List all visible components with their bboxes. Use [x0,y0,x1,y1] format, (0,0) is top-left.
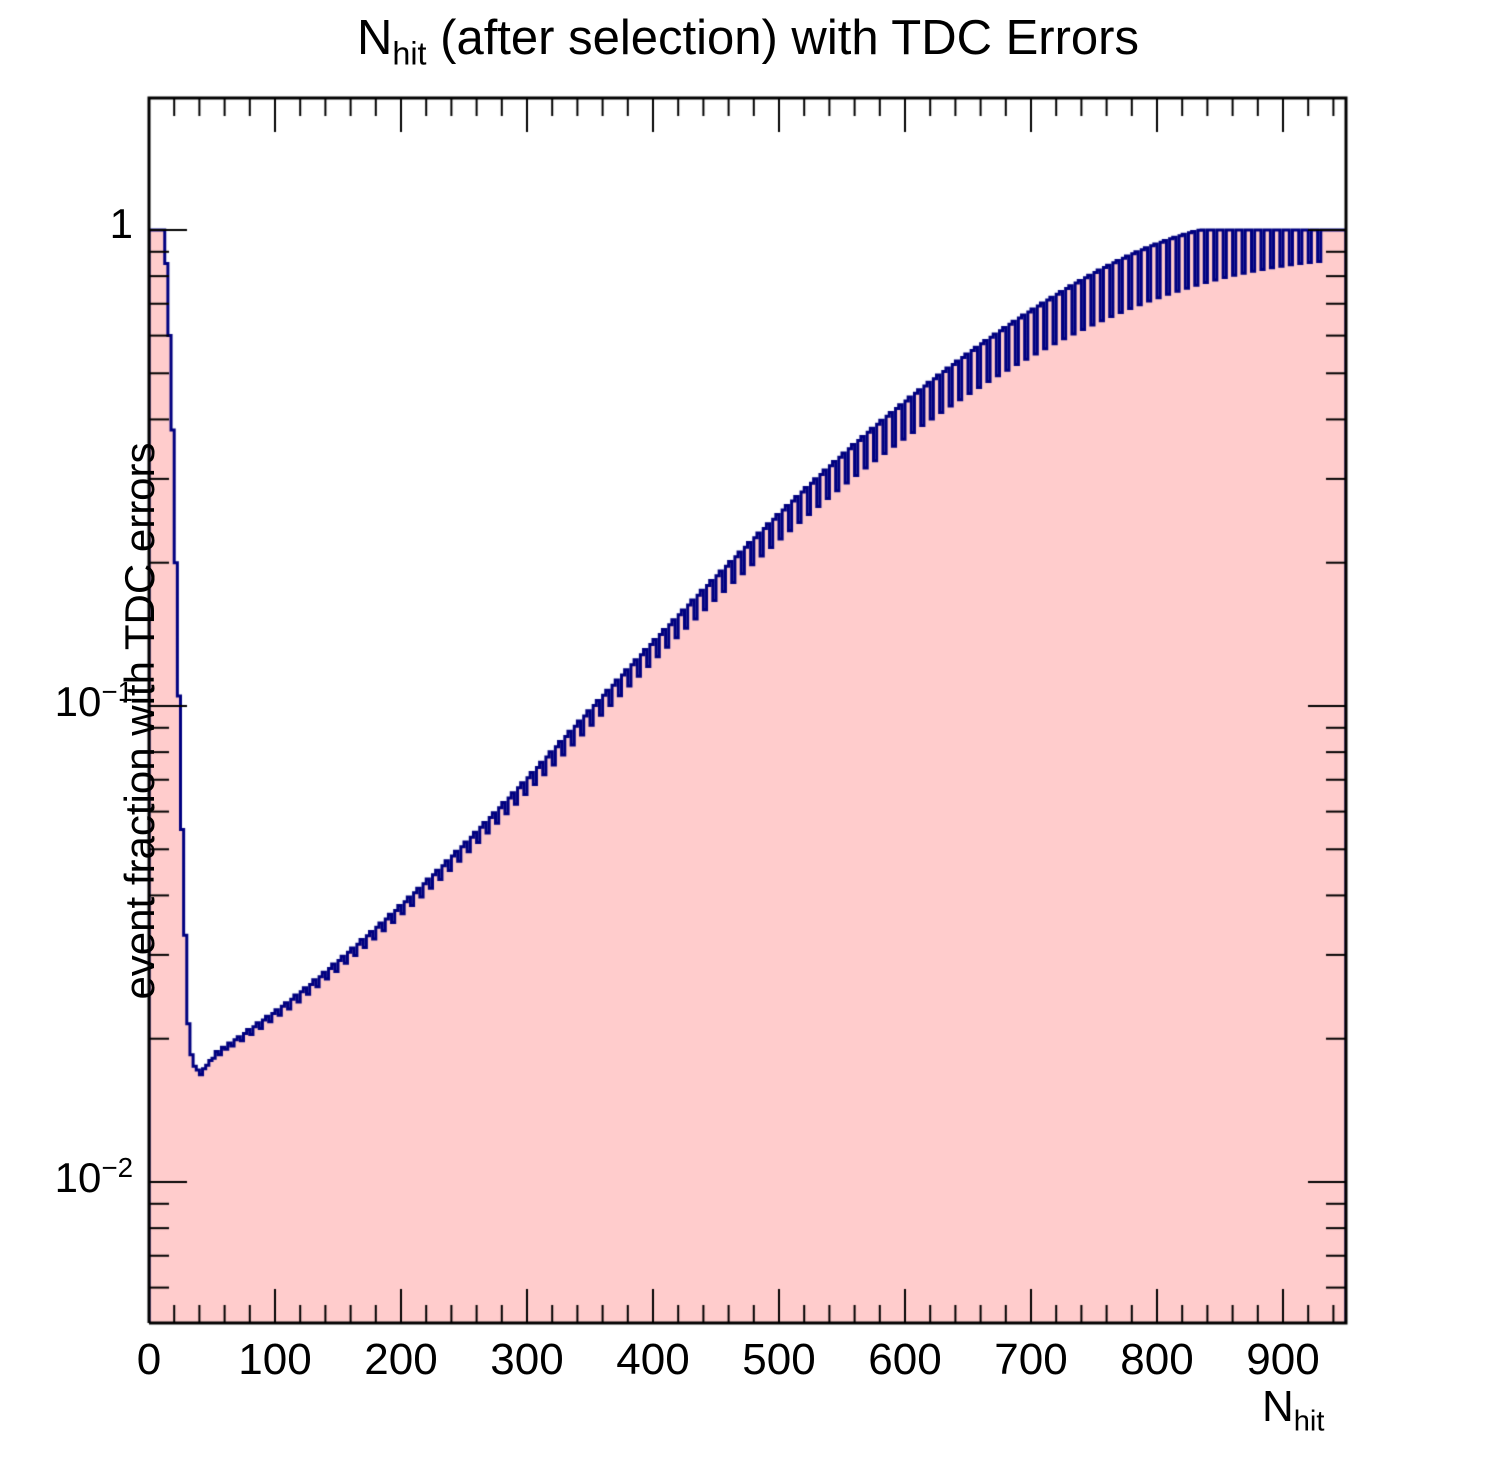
chart-title-rest: (after selection) with TDC Errors [426,11,1140,65]
x-axis-title-main: N [1262,1382,1294,1431]
x-tick-label: 900 [1246,1335,1320,1384]
x-axis-title-subscript: hit [1293,1405,1325,1438]
x-axis-title: Nhit [1262,1382,1324,1439]
x-tick-label: 400 [616,1335,690,1384]
y-tick-label: 1 [3,200,133,248]
y-tick-label-base: 10 [54,678,102,726]
x-tick-label: 100 [238,1335,312,1384]
y-tick-label: 10−1 [3,676,133,726]
x-tick-label: 800 [1120,1335,1194,1384]
x-tick-label: 600 [868,1335,942,1384]
y-tick-label-exponent: −1 [101,676,133,707]
x-tick-label: 700 [994,1335,1068,1384]
chart-title-main: N [356,11,393,65]
y-tick-label: 10−2 [3,1152,133,1202]
y-tick-label-base: 1 [109,200,133,247]
x-tick-label: 300 [490,1335,564,1384]
y-tick-label-exponent: −2 [101,1152,133,1183]
chart-title-subscript: hit [392,35,427,72]
x-tick-label: 500 [742,1335,816,1384]
chart-title: Nhit (after selection) with TDC Errors [0,10,1496,82]
y-tick-label-base: 10 [54,1154,102,1202]
x-tick-label: 0 [136,1335,162,1384]
x-tick-label: 200 [364,1335,438,1384]
